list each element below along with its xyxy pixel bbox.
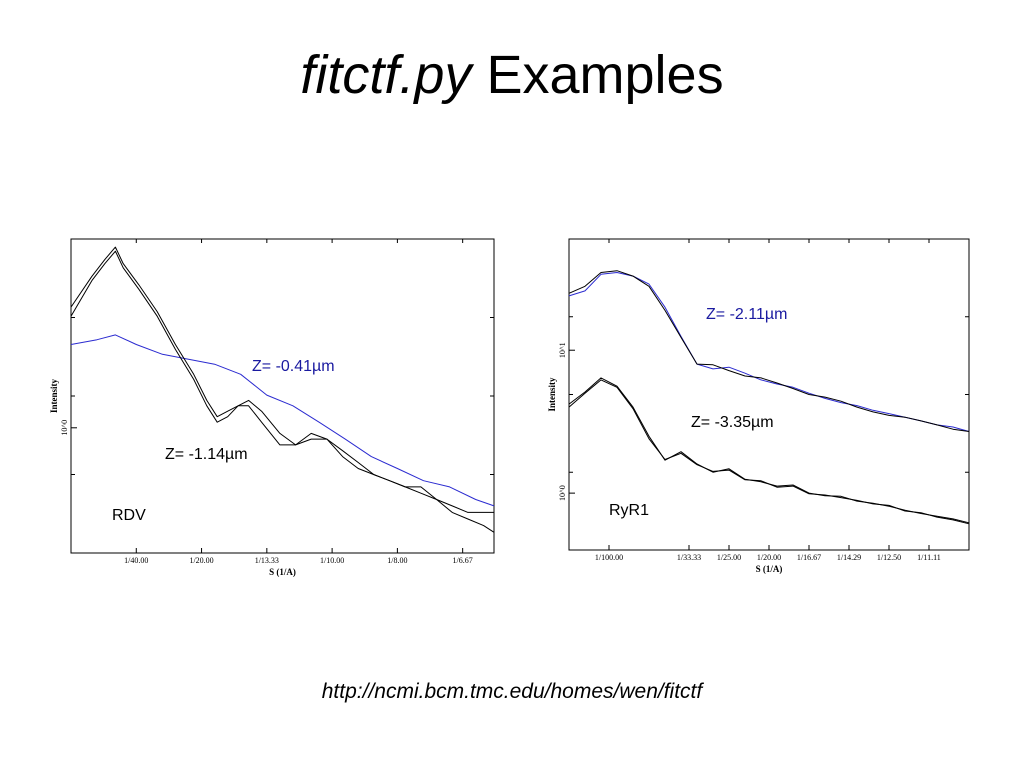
rdv-annotation-3: RDV bbox=[112, 507, 146, 524]
ryr1-annotation-2: Z= -3.35µm bbox=[691, 414, 774, 431]
rdv-x-tick-label: 1/6.67 bbox=[453, 556, 473, 565]
ryr1-x-axis-label: S (1/A) bbox=[756, 564, 783, 574]
ryr1-annotation-1: Z= -2.11µm bbox=[706, 306, 787, 323]
ryr1-x-tick-label: 1/16.67 bbox=[797, 553, 821, 562]
ryr1-x-tick-label: 1/14.29 bbox=[837, 553, 861, 562]
rdv-x-tick-label: 1/8.00 bbox=[387, 556, 407, 565]
ryr1-chart: 1/100.00 1/33.33 1/25.00 1/20.00 1/16.67 1/14… bbox=[547, 238, 970, 574]
ryr1-x-tick-label: 1/12.50 bbox=[877, 553, 901, 562]
ryr1-x-tick-label: 1/33.33 bbox=[677, 553, 701, 562]
rdv-x-tick-label: 1/13.33 bbox=[255, 556, 279, 565]
ryr1-x-tick-label: 1/25.00 bbox=[717, 553, 741, 562]
ryr1-series-2-line bbox=[568, 270, 970, 432]
rdv-y-tick-label: 10^0 bbox=[60, 420, 69, 436]
slide-title-italic: fitctf.py bbox=[300, 45, 472, 105]
ryr1-annotation-3: RyR1 bbox=[609, 502, 649, 519]
ryr1-y-axis-label: Intensity bbox=[547, 377, 557, 412]
ryr1-x-tick-label: 1/100.00 bbox=[595, 553, 623, 562]
slide-title: fitctf.py Examples bbox=[0, 40, 1024, 110]
rdv-chart: 1/40.00 1/20.00 1/13.33 1/10.00 1/8.00 1/6.67… bbox=[49, 238, 495, 577]
rdv-x-tick-label: 1/20.00 bbox=[189, 556, 213, 565]
ryr1-x-tick-label: 1/11.11 bbox=[917, 553, 941, 562]
rdv-plot-frame bbox=[70, 238, 495, 554]
ryr1-y-tick-label: 10^1 bbox=[558, 342, 567, 358]
rdv-annotation-2: Z= -1.14µm bbox=[165, 446, 248, 463]
rdv-x-tick-label: 1/40.00 bbox=[124, 556, 148, 565]
rdv-x-axis-label: S (1/A) bbox=[269, 567, 296, 577]
rdv-series-2-line bbox=[70, 246, 495, 533]
rdv-annotation-1: Z= -0.41µm bbox=[252, 358, 335, 375]
rdv-series-1-line bbox=[70, 334, 495, 507]
rdv-x-tick-label: 1/10.00 bbox=[320, 556, 344, 565]
ryr1-series-4-line bbox=[568, 379, 970, 525]
ryr1-y-tick-label: 10^0 bbox=[558, 485, 567, 501]
source-url[interactable]: http://ncmi.bcm.tmc.edu/homes/wen/fitctf bbox=[321, 680, 703, 703]
rdv-y-axis-label: Intensity bbox=[49, 379, 59, 414]
ryr1-series-1-line bbox=[568, 272, 970, 432]
ryr1-x-tick-label: 1/20.00 bbox=[757, 553, 781, 562]
rdv-series-3-line bbox=[70, 250, 494, 513]
slide-title-rest: Examples bbox=[486, 45, 724, 105]
